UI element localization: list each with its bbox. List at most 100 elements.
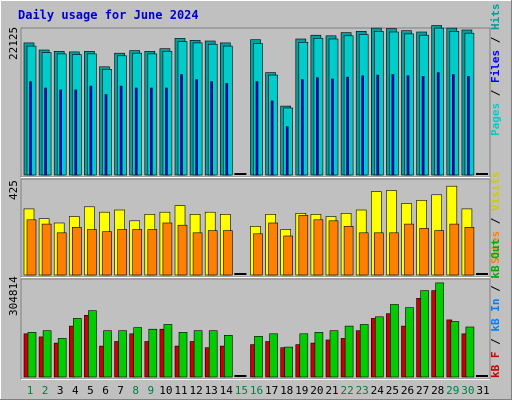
sites-bar-5 — [87, 229, 97, 276]
kbout-bar-30 — [465, 326, 475, 378]
visits-zero-15 — [234, 273, 247, 275]
pages-bar-16 — [255, 81, 259, 176]
legend-files: Files — [489, 50, 502, 83]
x-label-20: 20 — [310, 384, 323, 397]
x-label-18: 18 — [280, 384, 293, 397]
x-label-14: 14 — [220, 384, 234, 397]
pages-bar-21 — [331, 78, 334, 176]
pages-bar-13 — [210, 81, 213, 176]
sites-bar-4 — [72, 227, 82, 276]
sites-bar-17 — [268, 222, 278, 276]
kbout-bar-27 — [420, 290, 429, 378]
sites-bar-12 — [192, 232, 203, 276]
sites-bar-13 — [207, 230, 218, 276]
kbout-bar-23 — [359, 324, 369, 378]
hits-max-label: 22125 — [7, 27, 20, 60]
pages-bar-29 — [451, 74, 455, 176]
x-label-10: 10 — [159, 384, 172, 397]
visits-max-label: 425 — [7, 180, 20, 200]
pages-bar-23 — [361, 75, 365, 176]
hits-legend: Pages / Files / Hits — [489, 4, 502, 137]
x-label-1: 1 — [27, 384, 34, 397]
sites-bar-20 — [313, 219, 324, 276]
panel-kbytes — [20, 278, 491, 380]
kbout-bar-18 — [284, 346, 294, 378]
legend-sep-1: / — [489, 83, 502, 103]
sites-bar-27 — [419, 228, 429, 276]
kbout-bar-24 — [374, 316, 384, 378]
pages-bar-1 — [29, 81, 32, 176]
x-label-12: 12 — [189, 384, 202, 397]
hits-zero-31 — [476, 173, 488, 175]
sites-bar-30 — [464, 227, 475, 276]
pages-bar-7 — [119, 85, 123, 176]
legend-kbin: kB In — [489, 299, 502, 332]
pages-bar-2 — [44, 87, 47, 176]
x-label-9: 9 — [147, 384, 154, 397]
pages-bar-11 — [180, 74, 183, 176]
pages-bar-22 — [346, 76, 349, 176]
chart-marks — [23, 25, 488, 378]
legend-sep-2: / — [489, 30, 502, 50]
sites-bar-23 — [358, 232, 369, 276]
legend-sep-3: / — [489, 211, 502, 231]
hits-zero-15 — [234, 173, 247, 175]
sites-bar-2 — [41, 223, 52, 276]
kbytes-zero-15 — [234, 375, 247, 377]
sites-bar-25 — [389, 232, 399, 276]
kbout-bar-10 — [163, 324, 173, 378]
x-label-11: 11 — [174, 384, 187, 397]
pages-bar-17 — [270, 100, 274, 176]
x-label-5: 5 — [87, 384, 94, 397]
x-label-15: 15 — [235, 384, 248, 397]
kbout-bar-8 — [133, 327, 142, 378]
pages-bar-8 — [134, 87, 138, 176]
pages-bar-4 — [74, 89, 78, 176]
sites-bar-6 — [102, 231, 112, 276]
pages-bar-26 — [406, 75, 410, 176]
x-label-6: 6 — [102, 384, 109, 397]
panel-visits — [20, 178, 491, 278]
pages-bar-24 — [376, 74, 380, 176]
sites-bar-19 — [298, 215, 309, 276]
sites-bar-28 — [434, 230, 445, 276]
kbout-bar-19 — [299, 333, 309, 378]
legend-sites: Sites — [489, 231, 502, 264]
pages-bar-25 — [391, 74, 395, 176]
x-label-31: 31 — [476, 384, 489, 397]
x-label-28: 28 — [431, 384, 444, 397]
legend-visits: Visits — [489, 171, 502, 211]
kbout-bar-4 — [73, 318, 82, 378]
legend-sep-5: / — [489, 279, 502, 299]
x-label-23: 23 — [356, 384, 369, 397]
legend-pages: Pages — [489, 103, 502, 136]
kbout-bar-20 — [314, 331, 324, 378]
sites-bar-29 — [449, 223, 460, 276]
x-label-2: 2 — [42, 384, 49, 397]
x-label-7: 7 — [117, 384, 124, 397]
kbout-bar-25 — [390, 304, 399, 378]
kbout-bar-29 — [450, 321, 460, 378]
panel-hits — [20, 27, 491, 178]
x-label-27: 27 — [416, 384, 429, 397]
sites-bar-8 — [132, 229, 142, 276]
sites-bar-26 — [404, 223, 414, 276]
pages-bar-3 — [59, 89, 63, 176]
legend-hits: Hits — [489, 4, 502, 31]
legend-sep-4: / — [489, 332, 502, 352]
x-label-8: 8 — [132, 384, 139, 397]
x-label-3: 3 — [57, 384, 64, 397]
kbout-bar-21 — [329, 330, 339, 378]
sites-bar-1 — [26, 219, 37, 276]
sites-bar-22 — [343, 226, 354, 276]
pages-bar-18 — [285, 126, 289, 176]
kbout-bar-26 — [405, 307, 414, 378]
pages-bar-9 — [150, 87, 153, 176]
sites-bar-18 — [283, 235, 294, 276]
kbout-bar-14 — [224, 334, 233, 378]
sites-bar-11 — [177, 224, 188, 276]
visits-legend: Sites / Visits — [489, 171, 502, 264]
legend-kbout: kB Out — [489, 239, 502, 279]
kbout-bar-11 — [178, 331, 188, 378]
